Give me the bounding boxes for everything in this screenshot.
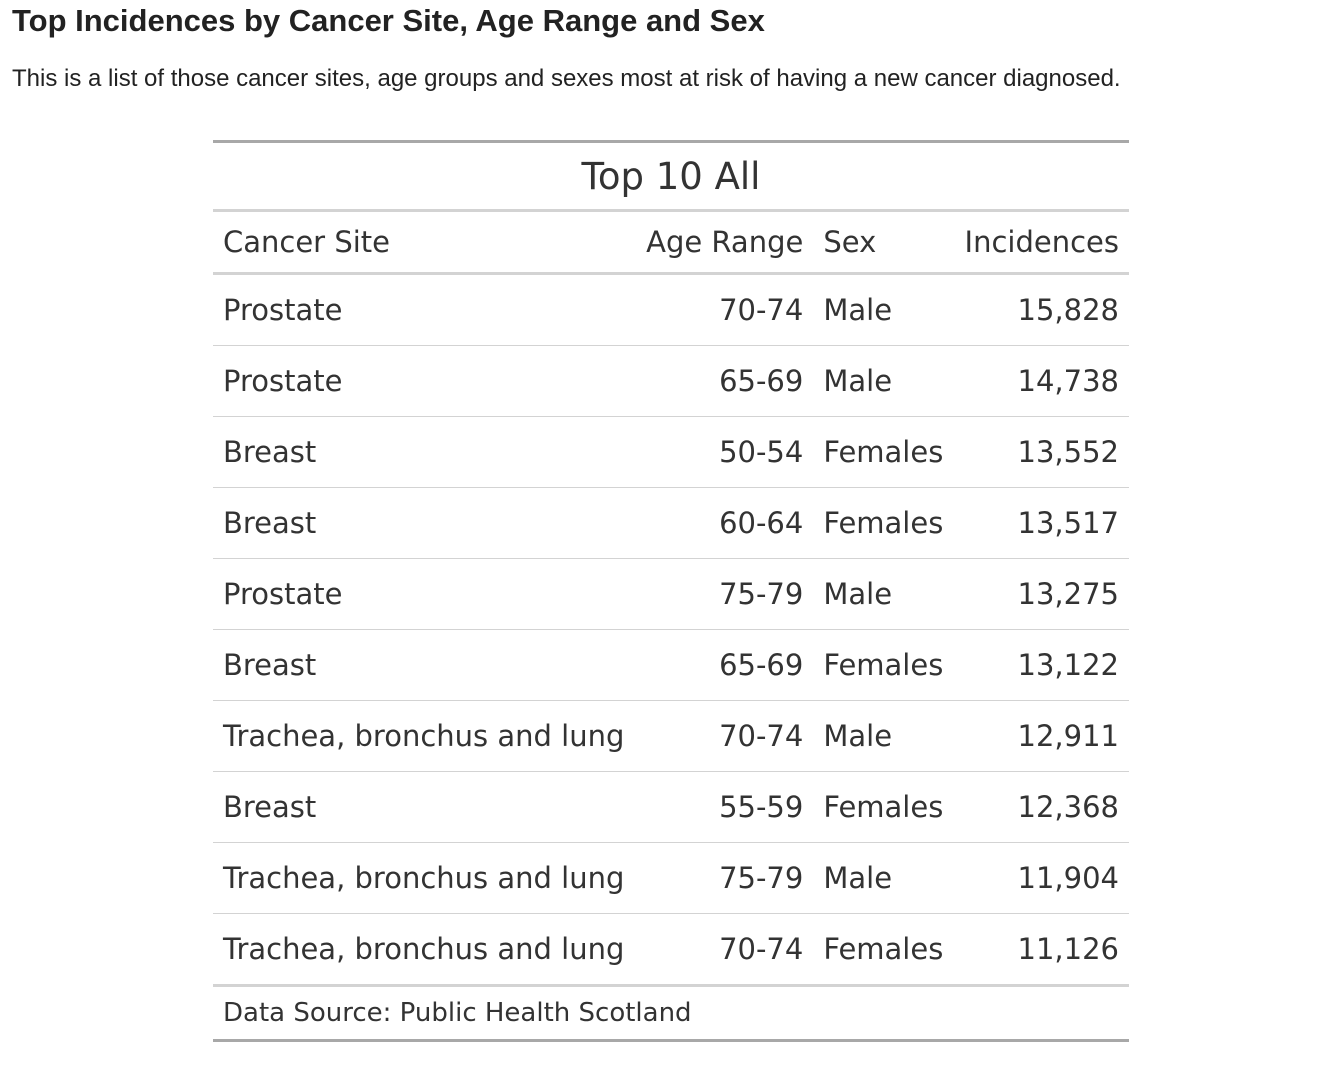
cell-incidences: 14,738	[953, 345, 1129, 417]
cell-age-range: 60-64	[634, 487, 814, 559]
cell-age-range: 65-69	[634, 345, 814, 417]
cell-sex: Females	[813, 416, 954, 488]
cell-cancer-site: Breast	[213, 629, 635, 701]
cell-cancer-site: Trachea, bronchus and lung	[213, 842, 635, 914]
cell-incidences: 13,275	[953, 558, 1129, 630]
cell-sex: Male	[813, 700, 954, 772]
cell-age-range: 75-79	[634, 558, 814, 630]
cell-sex: Male	[823, 293, 893, 327]
table-row: Trachea, bronchus and lung 75-79 Male 11…	[213, 842, 1129, 914]
table-row: Trachea, bronchus and lung 70-74 Females…	[213, 913, 1129, 987]
table-row: Trachea, bronchus and lung 70-74 Male 12…	[213, 700, 1129, 772]
cell-sex: Male	[813, 345, 954, 417]
table-title: Top 10 All	[213, 141, 1129, 212]
cell-incidences: 13,122	[953, 629, 1129, 701]
cell-cancer-site: Prostate	[213, 558, 635, 630]
cell-age-range: 65-69	[634, 629, 814, 701]
cell-age-range: 75-79	[634, 842, 814, 914]
cell-incidences: 11,126	[953, 913, 1129, 987]
cell-age-range: 70-74	[634, 700, 814, 772]
cell-incidences: 11,904	[953, 842, 1129, 914]
cell-sex: Females	[813, 913, 954, 987]
cell-age-range: 55-59	[634, 771, 814, 843]
cell-age-range: 70-74	[634, 913, 814, 987]
table-header-row: Cancer Site Age Range Sex Incidences	[213, 210, 1129, 275]
source-note: Data Source: Public Health Scotland	[223, 998, 692, 1028]
table-row: Breast 55-59 Females 12,368	[213, 771, 1129, 843]
cell-sex: Male	[813, 842, 954, 914]
cell-incidences: 13,517	[953, 487, 1129, 559]
incidence-table: Top 10 All Cancer Site Age Range Sex Inc…	[213, 140, 1129, 1042]
cell-incidences: 13,552	[953, 416, 1129, 488]
cell-cancer-site: Breast	[213, 416, 635, 488]
table-row: Breast 50-54 Females 13,552	[213, 416, 1129, 488]
cell-cancer-site: Prostate	[213, 345, 635, 417]
table-row: Prostate 75-79 Male 13,275	[213, 558, 1129, 630]
page-heading: Top Incidences by Cancer Site, Age Range…	[12, 3, 765, 38]
cell-incidences: 15,828	[1017, 293, 1119, 327]
page-intro: This is a list of those cancer sites, ag…	[12, 65, 1121, 92]
column-header-cancer-site: Cancer Site	[213, 210, 635, 275]
cell-incidences: 12,911	[953, 700, 1129, 772]
cell-age-range: 70-74	[719, 293, 804, 327]
source-note-row: Data Source: Public Health Scotland	[213, 986, 1129, 1041]
column-header-incidences: Incidences	[953, 210, 1129, 275]
table-row: Prostate 65-69 Male 14,738	[213, 345, 1129, 417]
cell-sex: Females	[813, 629, 954, 701]
cell-cancer-site: Trachea, bronchus and lung	[213, 700, 635, 772]
cell-incidences: 12,368	[953, 771, 1129, 843]
cell-age-range: 50-54	[634, 416, 814, 488]
column-header-age-range: Age Range	[634, 210, 814, 275]
table-row: Breast 60-64 Females 13,517	[213, 487, 1129, 559]
cell-sex: Male	[813, 558, 954, 630]
cell-cancer-site: Breast	[213, 487, 635, 559]
column-header-sex: Sex	[813, 210, 954, 275]
table-row: Breast 65-69 Females 13,122	[213, 629, 1129, 701]
cell-cancer-site: Trachea, bronchus and lung	[213, 913, 635, 987]
cell-sex: Females	[813, 487, 954, 559]
cell-cancer-site: Prostate	[223, 293, 343, 327]
incidence-table-container: Top 10 All Cancer Site Age Range Sex Inc…	[213, 140, 1129, 1042]
table-title-row: Top 10 All	[213, 141, 1129, 212]
cell-sex: Females	[813, 771, 954, 843]
cell-cancer-site: Breast	[213, 771, 635, 843]
table-row: Prostate 70-74 Male 15,828	[213, 274, 1129, 346]
